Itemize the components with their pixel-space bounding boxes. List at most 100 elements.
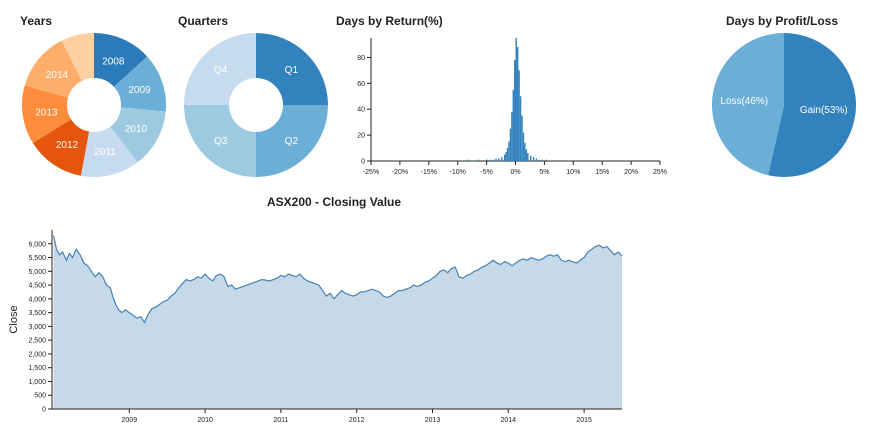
return-histogram-bar <box>532 157 535 161</box>
return-histogram-bar <box>525 149 528 161</box>
return-y-tick-label-20: 20 <box>357 133 365 140</box>
asx-area-chart: 0 500 1,000 1,500 2,000 2,500 3,000 3,500 4,000 4… <box>8 230 623 424</box>
return-histogram-bar <box>506 148 509 161</box>
asx-x-tick-label-2012: 2012 <box>349 417 365 424</box>
return-histogram-bar <box>509 128 512 161</box>
return-x-tick-label-0: 0% <box>510 169 520 176</box>
quarters-slice-q2 <box>256 105 328 177</box>
asx-x-tick-label-2009: 2009 <box>122 417 138 424</box>
return-histogram-bar <box>524 142 526 161</box>
years-donut-chart: 2008 2009 2010 2011 2012 2013 2014 <box>21 33 166 177</box>
years-slice-2009 <box>113 56 166 112</box>
return-x-tick-label-20: 20% <box>624 169 638 176</box>
years-label-2008: 2008 <box>102 57 125 68</box>
return-histogram-bar <box>541 159 543 161</box>
return-x-tick-label-10: 10% <box>566 169 580 176</box>
asx-y-tick-label-2-500: 2,500 <box>28 338 46 345</box>
asx-y-tick-label-4-000: 4,000 <box>28 296 46 303</box>
quarters-slice-q3 <box>184 105 256 177</box>
quarters-label-q4: Q4 <box>214 65 228 76</box>
return-histogram-bar <box>535 158 538 161</box>
years-slice-2012 <box>32 119 90 176</box>
years-label-2012: 2012 <box>56 140 79 151</box>
asx-y-tick-label-1-500: 1,500 <box>28 365 46 372</box>
return-histogram-bar <box>527 153 529 161</box>
return-x-tick-label-25: -25% <box>363 169 379 176</box>
years-label-2011: 2011 <box>94 147 116 158</box>
return-histogram-bar <box>529 155 532 161</box>
asx-y-tick-label-1-000: 1,000 <box>28 379 46 386</box>
years-slice-2014 <box>24 40 82 98</box>
years-label-2014: 2014 <box>46 70 69 81</box>
return-title: Days by Return(%) <box>336 14 443 28</box>
return-x-tick-label-25: 25% <box>653 169 667 176</box>
return-histogram-bar <box>498 158 500 161</box>
return-histogram-bar <box>495 158 497 161</box>
asx-y-tick-label-500: 500 <box>34 393 46 400</box>
return-histogram-bar <box>538 159 541 161</box>
asx-y-tick-label-4-500: 4,500 <box>28 283 46 290</box>
years-slice-2013 <box>21 85 72 144</box>
years-title: Years <box>20 14 53 28</box>
return-y-tick-label-80: 80 <box>357 55 365 62</box>
asx-y-tick-label-0: 0 <box>42 407 46 414</box>
return-histogram-bar <box>521 115 523 161</box>
years-label-2013: 2013 <box>35 107 58 118</box>
return-x-tick-label-15: -15% <box>421 169 437 176</box>
return-histogram-bar <box>505 151 507 161</box>
asx-x-tick-label-2015: 2015 <box>576 417 592 424</box>
return-histogram-bar <box>511 111 513 161</box>
return-histogram-bar <box>512 89 515 161</box>
profit-loss-slice-gain-53 <box>768 33 856 177</box>
profit-loss-label-loss-46: Loss(46%) <box>720 96 768 107</box>
return-histogram-bar <box>516 47 519 161</box>
asx-y-axis-label: Close <box>8 305 20 333</box>
return-histogram-bar <box>503 154 506 161</box>
return-histogram-bar <box>489 159 491 161</box>
asx-y-tick-label-5-000: 5,000 <box>28 269 46 276</box>
return-y-tick-label-0: 0 <box>361 159 365 166</box>
profit-loss-label-gain-53: Gain(53%) <box>800 105 848 116</box>
asx-y-tick-label-3-500: 3,500 <box>28 310 46 317</box>
years-slice-unlabeled <box>61 33 94 81</box>
return-x-tick-label-5: 5% <box>539 169 549 176</box>
return-histogram-bar <box>514 60 516 161</box>
quarters-donut-chart: Q1 Q2 Q3 Q4 <box>184 33 328 177</box>
profit-loss-pie-chart: Gain(53%) Loss(46%) <box>712 33 856 177</box>
quarters-label-q2: Q2 <box>285 136 299 147</box>
return-histogram-bar <box>477 159 480 161</box>
years-label-2010: 2010 <box>125 124 148 135</box>
return-x-tick-label-5: -5% <box>480 169 492 176</box>
profit-loss-title: Days by Profit/Loss <box>726 14 839 28</box>
return-histogram-bar <box>522 132 525 161</box>
return-histogram-bar <box>515 38 517 161</box>
quarters-label-q3: Q3 <box>214 136 228 147</box>
asx-y-tick-label-2-000: 2,000 <box>28 351 46 358</box>
return-histogram-bar <box>545 159 548 161</box>
return-histogram-bar <box>508 141 510 161</box>
asx-y-tick-label-5-500: 5,500 <box>28 255 46 262</box>
quarters-label-q1: Q1 <box>285 65 299 76</box>
profit-loss-slice-loss-46 <box>712 33 784 176</box>
quarters-slice-q4 <box>184 33 256 105</box>
asx-x-tick-label-2013: 2013 <box>425 417 441 424</box>
return-histogram-bar <box>467 159 470 161</box>
return-histogram-bar <box>518 70 520 161</box>
return-histogram-bar <box>501 157 503 161</box>
years-label-2009: 2009 <box>128 85 151 96</box>
asx-area-fill <box>53 235 623 409</box>
asx-y-tick-label-6-000: 6,000 <box>28 241 46 248</box>
years-slice-2008 <box>94 33 148 87</box>
quarters-slice-q1 <box>256 33 328 105</box>
asx-x-tick-label-2010: 2010 <box>197 417 213 424</box>
asx-title: ASX200 - Closing Value <box>267 195 402 209</box>
return-x-tick-label-20: -20% <box>392 169 408 176</box>
return-histogram-bar <box>492 159 494 161</box>
asx-y-tick-label-3-000: 3,000 <box>28 324 46 331</box>
return-histogram-bar <box>519 96 522 161</box>
return-x-tick-label-15: 15% <box>595 169 609 176</box>
return-histogram-chart: 0 20 40 60 80 -25% -20% -15% -10% -5% 0% 5% 10% 15% 20… <box>357 38 667 176</box>
return-x-tick-label-10: -10% <box>450 169 466 176</box>
years-slice-2011 <box>80 126 138 177</box>
asx-close-line <box>52 235 623 324</box>
